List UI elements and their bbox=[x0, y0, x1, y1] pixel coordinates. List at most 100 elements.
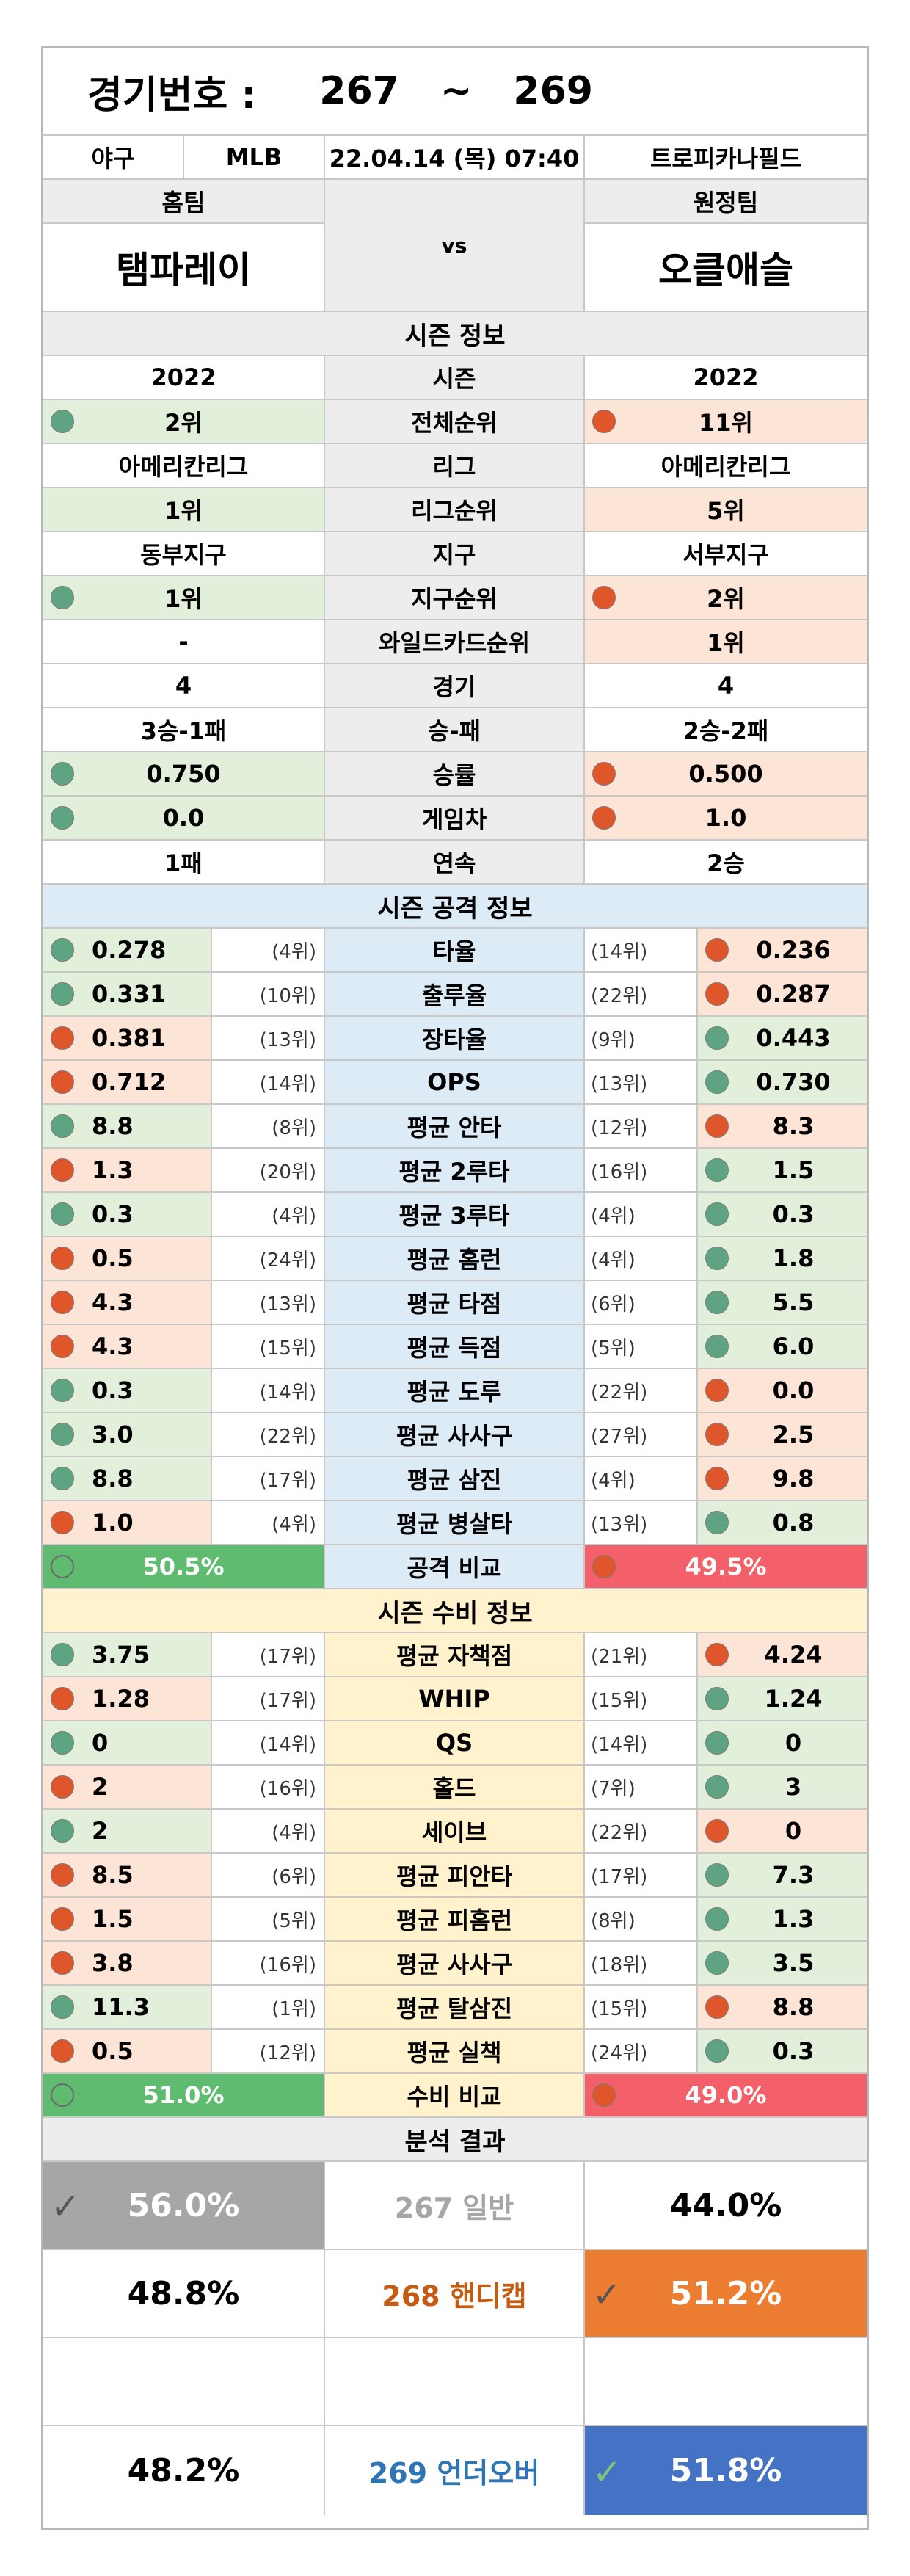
defense-away-rank: (14위) bbox=[585, 1721, 698, 1766]
attack-away-rank: (6위) bbox=[585, 1281, 698, 1325]
circle-icon bbox=[705, 1643, 729, 1666]
defense-away-value: 3 bbox=[698, 1766, 867, 1810]
checkmark-icon: ✓ bbox=[51, 2186, 81, 2227]
season-row: 2위 전체순위 11위 bbox=[43, 400, 867, 444]
season-home-value: 2022 bbox=[43, 356, 325, 400]
attack-label: 평균 3루타 bbox=[325, 1193, 585, 1237]
circle-icon bbox=[51, 982, 74, 1006]
home-value-text: 3.75 bbox=[92, 1641, 150, 1669]
defense-home-value: 0.5 bbox=[43, 2030, 212, 2074]
season-label: 연속 bbox=[325, 841, 585, 885]
away-value-text: 0.287 bbox=[756, 980, 831, 1008]
defense-home-value: 3.8 bbox=[43, 1942, 212, 1986]
home-value-text: 2 bbox=[92, 1817, 109, 1845]
circle-icon bbox=[705, 1907, 729, 1931]
season-away-value: 1위 bbox=[585, 620, 867, 664]
home-value-text: 8.8 bbox=[92, 1112, 134, 1140]
season-label: 승-패 bbox=[325, 708, 585, 752]
general-home-value: 56.0% bbox=[127, 2186, 240, 2224]
attack-away-value: 0.3 bbox=[698, 1193, 867, 1237]
circle-icon bbox=[705, 1467, 729, 1490]
attack-home-rank: (24위) bbox=[212, 1237, 325, 1281]
attack-label: 평균 안타 bbox=[325, 1105, 585, 1149]
defense-away-value: 3.5 bbox=[698, 1942, 867, 1986]
defense-title: 시즌 수비 정보 bbox=[43, 1589, 867, 1633]
overunder-label: 269 언더오버 bbox=[325, 2426, 585, 2515]
season-home-value: 4 bbox=[43, 664, 325, 708]
season-label: 리그순위 bbox=[325, 488, 585, 532]
season-away-value: 5위 bbox=[585, 488, 867, 532]
defense-home-rank: (16위) bbox=[212, 1942, 325, 1986]
season-row: 1패 연속 2승 bbox=[43, 841, 867, 885]
defense-away-value: 4.24 bbox=[698, 1633, 867, 1677]
circle-icon bbox=[51, 1555, 74, 1578]
away-team-name: 오클애슬 bbox=[585, 224, 867, 312]
season-away-value: 11위 bbox=[585, 400, 867, 444]
handicap-label: 268 핸디캡 bbox=[325, 2250, 585, 2338]
circle-icon bbox=[51, 1026, 74, 1050]
circle-icon bbox=[51, 586, 74, 609]
season-label: 경기 bbox=[325, 664, 585, 708]
attack-away-rank: (12위) bbox=[585, 1105, 698, 1149]
defense-label: QS bbox=[325, 1721, 585, 1766]
circle-icon bbox=[51, 938, 74, 962]
home-value-text: 4.3 bbox=[92, 1288, 134, 1316]
circle-icon bbox=[51, 1951, 74, 1975]
season-label: 전체순위 bbox=[325, 400, 585, 444]
analysis-empty-row bbox=[43, 2338, 867, 2426]
defense-away-rank: (7위) bbox=[585, 1766, 698, 1810]
attack-away-rank: (5위) bbox=[585, 1325, 698, 1369]
attack-home-value: 0.381 bbox=[43, 1017, 212, 1061]
home-value-text: 0.331 bbox=[92, 980, 167, 1008]
away-value-text: 1.8 bbox=[772, 1244, 815, 1272]
attack-row: 8.8 (8위) 평균 안타 (12위) 8.3 bbox=[43, 1105, 867, 1149]
season-label: 지구 bbox=[325, 532, 585, 576]
attack-home-value: 0.331 bbox=[43, 973, 212, 1017]
circle-icon bbox=[51, 806, 74, 830]
defense-home-value: 11.3 bbox=[43, 1986, 212, 2030]
general-label: 267 일반 bbox=[325, 2162, 585, 2250]
attack-row: 0.5 (24위) 평균 홈런 (4위) 1.8 bbox=[43, 1237, 867, 1281]
season-away-value: 4 bbox=[585, 664, 867, 708]
circle-icon bbox=[51, 1291, 74, 1314]
defense-home-rank: (16위) bbox=[212, 1766, 325, 1810]
attack-away-value: 0.236 bbox=[698, 929, 867, 973]
defense-compare-away-value: 49.0% bbox=[685, 2081, 767, 2109]
attack-row: 0.331 (10위) 출루율 (22위) 0.287 bbox=[43, 973, 867, 1017]
attack-away-rank: (27위) bbox=[585, 1413, 698, 1457]
defense-row: 11.3 (1위) 평균 탈삼진 (15위) 8.8 bbox=[43, 1986, 867, 2030]
season-row: - 와일드카드순위 1위 bbox=[43, 620, 867, 664]
circle-icon bbox=[51, 1379, 74, 1402]
season-home-value: 동부지구 bbox=[43, 532, 325, 576]
defense-away-rank: (15위) bbox=[585, 1986, 698, 2030]
circle-icon bbox=[705, 1335, 729, 1358]
defense-compare-row: 51.0% 수비 비교 49.0% bbox=[43, 2074, 867, 2118]
defense-home-value: 1.5 bbox=[43, 1898, 212, 1942]
attack-label: 평균 득점 bbox=[325, 1325, 585, 1369]
circle-icon bbox=[592, 806, 616, 830]
circle-icon bbox=[705, 1731, 729, 1755]
attack-away-rank: (14위) bbox=[585, 929, 698, 973]
defense-row: 1.5 (5위) 평균 피홈런 (8위) 1.3 bbox=[43, 1898, 867, 1942]
circle-icon bbox=[705, 1819, 729, 1843]
attack-away-value: 1.8 bbox=[698, 1237, 867, 1281]
home-value-text: 8.5 bbox=[92, 1861, 134, 1889]
match-analysis-sheet: 경기번호 : 267 ~ 269 야구 MLB 22.04.14 (목) 07:… bbox=[41, 46, 869, 2530]
datetime-cell: 22.04.14 (목) 07:40 bbox=[325, 136, 585, 180]
circle-icon bbox=[592, 2083, 616, 2107]
season-away-value: 2승-2패 bbox=[585, 708, 867, 752]
teams-row: 홈팀 탬파레이 vs 원정팀 오클애슬 bbox=[43, 180, 867, 312]
circle-icon bbox=[51, 1819, 74, 1843]
defense-row: 8.5 (6위) 평균 피안타 (17위) 7.3 bbox=[43, 1854, 867, 1898]
attack-row: 1.0 (4위) 평균 병살타 (13위) 0.8 bbox=[43, 1501, 867, 1545]
defense-label: 평균 탈삼진 bbox=[325, 1986, 585, 2030]
attack-compare-home-value: 50.5% bbox=[142, 1553, 225, 1581]
defense-home-value: 8.5 bbox=[43, 1854, 212, 1898]
circle-icon bbox=[705, 1511, 729, 1534]
attack-away-value: 0.287 bbox=[698, 973, 867, 1017]
defense-away-value: 0.3 bbox=[698, 2030, 867, 2074]
defense-home-rank: (14위) bbox=[212, 1721, 325, 1766]
season-home-value: 2위 bbox=[43, 400, 325, 444]
defense-compare-home: 51.0% bbox=[43, 2074, 325, 2118]
attack-away-value: 8.3 bbox=[698, 1105, 867, 1149]
